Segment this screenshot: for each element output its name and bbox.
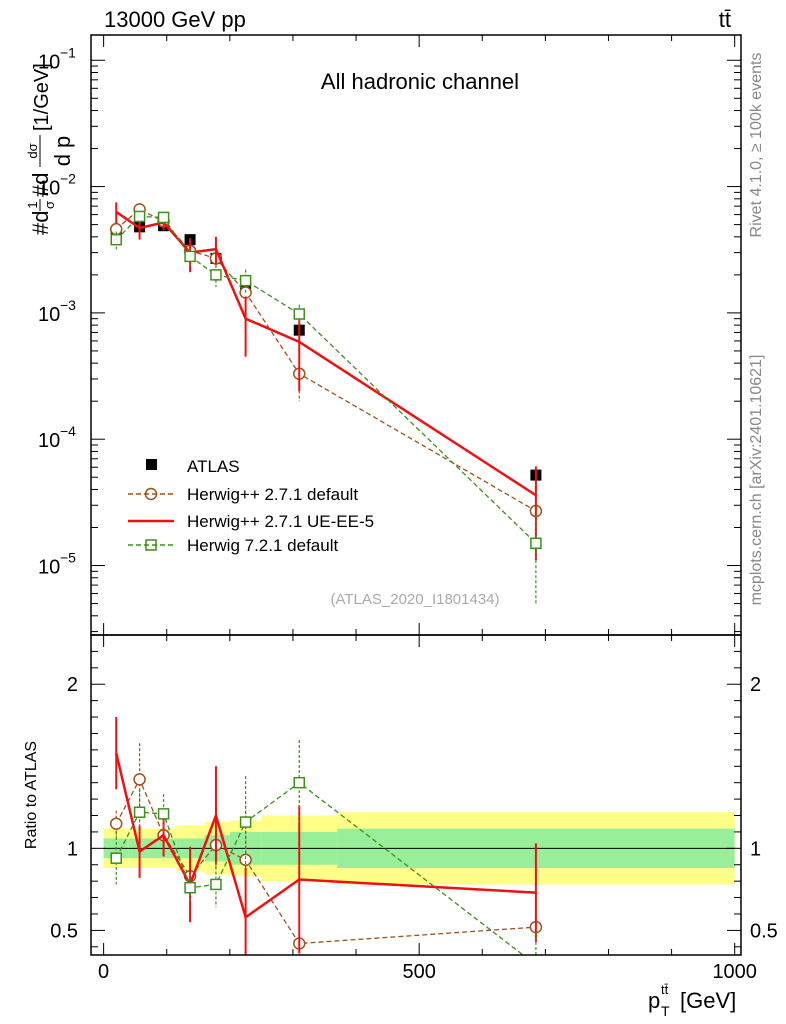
y-label-mid: #d (28, 173, 53, 197)
y-label-frac1-den: σ (42, 201, 57, 209)
main-marker-herwig-7-2-1-default (293, 308, 306, 320)
y-tick-exponent-main: −5 (60, 550, 76, 566)
legend-marker-herwigpp-default (144, 487, 158, 501)
y-tick-label-main: 10 (38, 178, 60, 200)
main-panel: 10−110−210−310−410−5 All hadronic channe… (38, 34, 742, 636)
ratio-line-herwig-2-7-1-ue-ee-5 (115, 752, 536, 920)
y-tick-label-main: 10 (38, 51, 60, 73)
ratio-marker-herwig-7-2-1-default (239, 816, 252, 828)
y-label-frac1-num: 1 (25, 201, 40, 208)
main-marker-herwig-7-2-1-default (210, 269, 222, 281)
y-label-lead: #d (28, 211, 53, 235)
ratio-marker-herwig-7-2-1-default (210, 878, 222, 891)
ratio-marker-herwig-7-2-1-default (184, 881, 196, 894)
y-tick-label-main: 10 (38, 430, 60, 452)
ratio-marker-herwig-7-2-1-default (133, 806, 146, 818)
ratio-series (109, 717, 543, 970)
ratio-frame (90, 634, 742, 956)
x-label-unit: [GeV] (680, 988, 736, 1013)
y-label-unit: [1/GeV] (31, 63, 53, 131)
y-tick-label-ratio-right: 1 (750, 838, 761, 860)
ratio-marker-herwig-7-2-1-default (110, 852, 122, 864)
y-tick-label-ratio-right: 0.5 (750, 920, 778, 942)
rivet-label: Rivet 4.1.0, ≥ 100k events (748, 53, 765, 238)
main-marker-herwig-7-2-1-default (110, 233, 122, 246)
main-marker-herwig-7-2-1-default (184, 250, 196, 263)
ratio-marker-herwig-2-7-1-default (239, 853, 252, 867)
y-tick-label-ratio-left: 2 (67, 674, 78, 696)
legend-marker-herwig7 (145, 539, 157, 551)
main-ticks: 10−110−210−310−410−5 (38, 35, 741, 635)
y-tick-exponent-main: −4 (60, 423, 76, 439)
ratio-marker-herwig-2-7-1-default (133, 773, 146, 786)
ratio-marker-herwig-7-2-1-default (157, 808, 170, 820)
legend-label-herwigpp-ueee5: Herwig++ 2.7.1 UE-EE-5 (187, 512, 374, 531)
legend-marker-atlas (146, 459, 157, 470)
ratio-marker-herwig-7-2-1-default (531, 960, 541, 970)
mcplots-label: mcplots.cern.ch [arXiv:2401.10621] (748, 355, 765, 606)
x-tick-label: 500 (402, 961, 435, 983)
chart-title: All hadronic channel (321, 69, 519, 94)
y-tick-label-ratio-left: 0.5 (50, 920, 78, 942)
legend: ATLAS Herwig++ 2.7.1 default Herwig++ 2.… (128, 457, 374, 555)
ratio-bands (103, 812, 735, 885)
x-label-sub: T (661, 1003, 670, 1019)
ratio-line-herwig-2-7-1-default (115, 777, 536, 945)
y-tick-exponent-main: −2 (60, 171, 76, 187)
ratio-panel: 2 2 1 1 0.5 0.5 (50, 634, 778, 970)
y-tick-exponent-main: −3 (60, 297, 76, 313)
ratio-marker-herwig-2-7-1-default (109, 817, 123, 830)
ratio-ticks: 2 2 1 1 0.5 0.5 (50, 635, 778, 955)
x-tick-labels: 0 500 1000 (98, 961, 757, 983)
main-marker-herwig-7-2-1-default (239, 274, 252, 287)
ratio-y-label: Ratio to ATLAS (23, 741, 40, 849)
y-tick-label-ratio-right: 2 (750, 674, 761, 696)
legend-label-herwig7: Herwig 7.2.1 default (187, 536, 338, 555)
main-line-herwig-2-7-1-ue-ee-5 (115, 210, 537, 497)
process-label: tt̄ (719, 7, 731, 32)
analysis-id: (ATLAS_2020_I1801434) (330, 591, 499, 608)
legend-label-atlas: ATLAS (187, 457, 240, 476)
main-marker-herwig-7-2-1-default (133, 210, 146, 223)
ratio-line-herwig-7-2-1-default (115, 781, 525, 955)
main-series (109, 202, 543, 604)
main-marker-herwig-7-2-1-default (530, 537, 542, 550)
legend-label-herwigpp-default: Herwig++ 2.7.1 default (187, 485, 358, 504)
x-tick-label: 0 (98, 961, 109, 983)
y-tick-label-ratio-left: 1 (67, 838, 78, 860)
y-tick-exponent-main: −1 (60, 44, 76, 60)
x-tick-label: 1000 (712, 961, 757, 983)
x-label-sup: tt̄ (661, 982, 669, 997)
y-tick-label-main: 10 (38, 304, 60, 326)
ratio-marker-herwig-7-2-1-default (293, 776, 306, 789)
y-axis-label: #d 1 σ #d dσ d p [1/GeV] (25, 63, 75, 235)
x-axis-label: p T tt̄ [GeV] (648, 982, 736, 1019)
y-label-frac2-den: d p (50, 136, 75, 167)
energy-label: 13000 GeV pp (104, 7, 246, 32)
y-label-frac2-num: dσ (25, 143, 40, 158)
y-tick-label-main: 10 (38, 557, 60, 579)
x-label-base: p (648, 988, 660, 1013)
main-marker-herwig-7-2-1-default (157, 211, 170, 224)
